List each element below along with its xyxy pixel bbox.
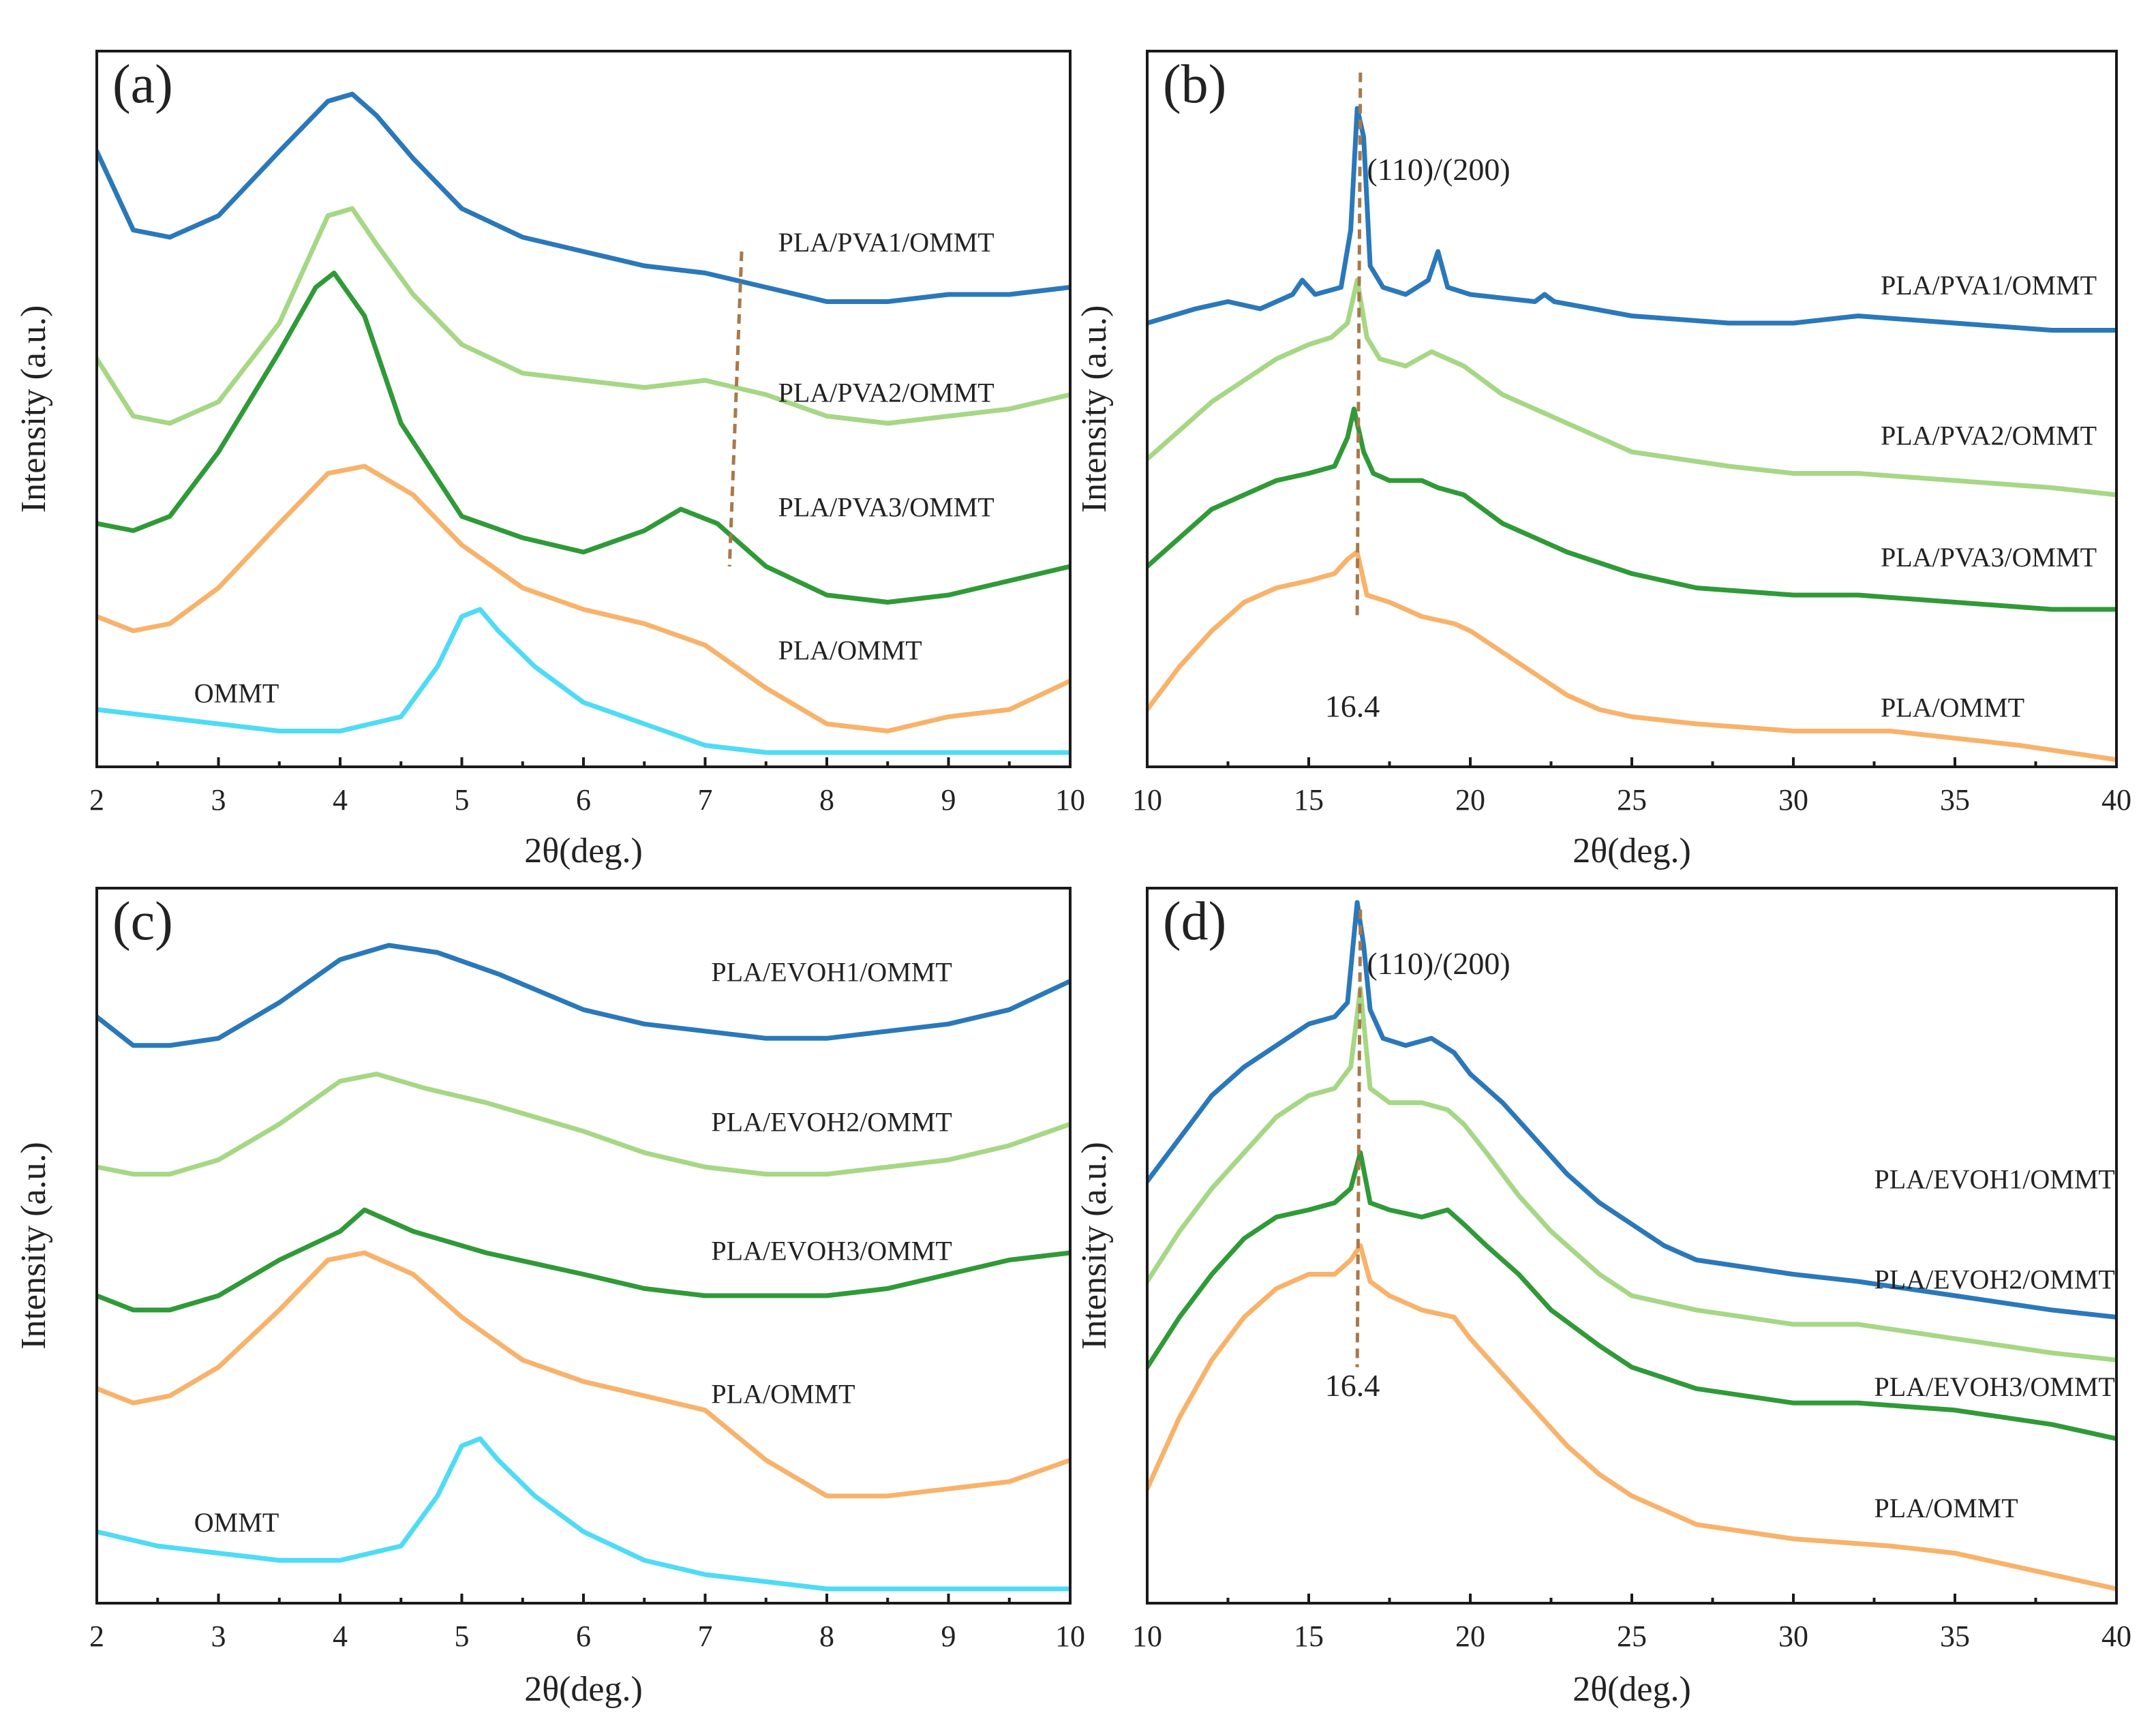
- y-axis-title: Intensity (a.u.): [14, 1142, 53, 1350]
- series-line-pla-evoh1-ommt: [97, 943, 1070, 1048]
- peak-marker-line: [1355, 72, 1363, 617]
- panel-tag: (d): [1163, 892, 1226, 952]
- series-line-pla-pva2-ommt: [1147, 277, 2116, 498]
- panel-a: 2 3 4 5 6 7 8 9 10 2θ(deg.) Intensity (a.u.) (a) PLA…: [14, 50, 1085, 870]
- series-label: PLA/EVOH2/OMMT: [1874, 1264, 2115, 1294]
- x-tick-label: 5: [455, 1620, 470, 1653]
- series-label: PLA/OMMT: [1874, 1493, 2018, 1523]
- series-line-pla-ommt: [1147, 549, 2116, 762]
- series-label: PLA/PVA3/OMMT: [778, 492, 995, 523]
- peak-annotation: 16.4: [1325, 1368, 1380, 1403]
- x-tick-label: 8: [819, 1620, 834, 1653]
- x-tick-label: 35: [1940, 1620, 1970, 1653]
- x-tick-label: 15: [1294, 783, 1324, 817]
- series-label: OMMT: [194, 678, 279, 709]
- series-label: PLA/PVA2/OMMT: [1881, 421, 2097, 451]
- peak-annotation: (110)/(200): [1367, 152, 1510, 187]
- x-tick-label: 40: [2101, 1620, 2131, 1653]
- series-label: PLA/EVOH3/OMMT: [711, 1235, 952, 1266]
- series-line-pla-evoh3-ommt: [1147, 1150, 2116, 1442]
- series-label: OMMT: [194, 1507, 279, 1538]
- x-tick-label: 10: [1055, 1620, 1085, 1653]
- x-axis-title: 2θ(deg.): [1573, 1670, 1691, 1709]
- x-tick-label: 20: [1455, 1620, 1485, 1653]
- series-label: PLA/PVA3/OMMT: [1881, 542, 2097, 573]
- series-line-pla-evoh1-ommt: [1147, 900, 2116, 1320]
- panel-tag: (b): [1163, 55, 1226, 115]
- peak-marker-line: [1355, 909, 1363, 1367]
- x-tick-label: 7: [698, 1620, 713, 1653]
- y-axis-title: Intensity (a.u.): [1075, 305, 1114, 513]
- series-label: PLA/PVA2/OMMT: [778, 378, 995, 408]
- series-label: PLA/OMMT: [778, 635, 922, 666]
- x-tick-label: 10: [1132, 783, 1162, 817]
- x-tick-label: 35: [1940, 783, 1970, 817]
- panel-c: 2 3 4 5 6 7 8 9 10 2θ(deg.) Intensity (a.u.) (c) PLA…: [14, 887, 1085, 1709]
- series-line-pla-pva1-ommt: [1147, 106, 2116, 333]
- series-label: PLA/PVA1/OMMT: [1881, 270, 2097, 301]
- series-line-pla-pva3-ommt: [1147, 406, 2116, 612]
- x-tick-label: 15: [1294, 1620, 1324, 1653]
- series-line-pla-evoh3-ommt: [97, 1207, 1070, 1313]
- x-tick-label: 9: [941, 783, 956, 817]
- y-axis-title: Intensity (a.u.): [1075, 1142, 1114, 1350]
- x-axis-title: 2θ(deg.): [524, 832, 643, 870]
- x-tick-label: 4: [333, 783, 348, 817]
- x-tick-label: 4: [333, 1620, 348, 1653]
- series-line-pla-pva3-ommt: [97, 271, 1070, 605]
- x-tick-label: 3: [211, 783, 226, 817]
- x-tick-label: 30: [1778, 783, 1808, 817]
- series-label: PLA/EVOH1/OMMT: [1874, 1164, 2115, 1195]
- series-line-pla-ommt: [1147, 1243, 2116, 1592]
- panel-tag: (a): [112, 55, 173, 115]
- x-tick-label: 2: [89, 1620, 104, 1653]
- x-axis-title: 2θ(deg.): [524, 1670, 643, 1709]
- peak-annotation: (110)/(200): [1367, 946, 1510, 981]
- y-axis-title: Intensity (a.u.): [14, 305, 53, 513]
- x-tick-label: 6: [576, 1620, 591, 1653]
- series-line-pla-pva2-ommt: [97, 206, 1070, 426]
- peak-annotation: 16.4: [1325, 689, 1380, 724]
- series-label: PLA/EVOH3/OMMT: [1874, 1371, 2115, 1402]
- x-tick-label: 8: [819, 783, 834, 817]
- series-line-pla-pva1-ommt: [97, 91, 1070, 304]
- series-label: PLA/PVA1/OMMT: [778, 227, 995, 258]
- series-line-pla-evoh2-ommt: [1147, 986, 2116, 1363]
- series-line-pla-evoh2-ommt: [97, 1072, 1070, 1177]
- panel-d: 10 15 20 25 30 35 40 2θ(deg.) Intensity (a.u.) (d…: [1075, 887, 2131, 1709]
- x-tick-label: 2: [89, 783, 104, 817]
- x-tick-label: 25: [1617, 1620, 1647, 1653]
- x-tick-label: 40: [2101, 783, 2131, 817]
- x-tick-label: 9: [941, 1620, 956, 1653]
- x-tick-label: 7: [698, 783, 713, 817]
- x-tick-label: 3: [211, 1620, 226, 1653]
- plot-frame: [1146, 50, 2118, 768]
- x-tick-label: 20: [1455, 783, 1485, 817]
- peak-marker-line: [727, 251, 744, 567]
- x-tick-label: 6: [576, 783, 591, 817]
- x-axis-title: 2θ(deg.): [1573, 832, 1691, 870]
- x-tick-label: 25: [1617, 783, 1647, 817]
- panel-b: 10 15 20 25 30 35 40 2θ(deg.) Intensity (a.u.) (b…: [1075, 50, 2131, 870]
- series-line-ommt: [97, 607, 1070, 755]
- series-label: PLA/EVOH1/OMMT: [711, 956, 952, 987]
- x-tick-label: 5: [455, 783, 470, 817]
- series-label: PLA/OMMT: [1881, 693, 2024, 723]
- series-label: PLA/EVOH2/OMMT: [711, 1107, 952, 1138]
- x-tick-label: 10: [1132, 1620, 1162, 1653]
- x-tick-label: 30: [1778, 1620, 1808, 1653]
- panel-tag: (c): [112, 892, 173, 952]
- series-line-ommt: [97, 1436, 1070, 1592]
- series-line-pla-ommt: [97, 1250, 1070, 1499]
- series-label: PLA/OMMT: [711, 1378, 855, 1409]
- series-line-pla-ommt: [97, 464, 1070, 733]
- x-tick-label: 10: [1055, 783, 1085, 817]
